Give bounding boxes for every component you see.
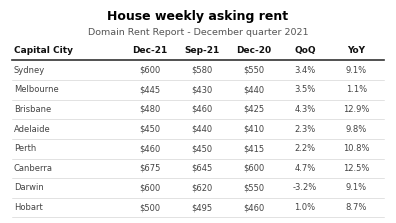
Text: -3.2%: -3.2%: [293, 184, 317, 192]
Text: Dec-20: Dec-20: [236, 46, 271, 55]
Text: $645: $645: [191, 164, 213, 173]
Text: $445: $445: [139, 85, 160, 94]
Text: $500: $500: [139, 203, 160, 212]
Text: 2.2%: 2.2%: [294, 144, 316, 153]
Text: $430: $430: [191, 85, 213, 94]
Text: Brisbane: Brisbane: [14, 105, 51, 114]
Text: $450: $450: [139, 125, 160, 134]
Text: Sep-21: Sep-21: [184, 46, 220, 55]
Text: $415: $415: [243, 144, 264, 153]
Text: Sydney: Sydney: [14, 66, 45, 75]
Text: 9.8%: 9.8%: [346, 125, 367, 134]
Text: 12.5%: 12.5%: [343, 164, 369, 173]
Text: $425: $425: [243, 105, 264, 114]
Text: 12.9%: 12.9%: [343, 105, 369, 114]
Text: 10.8%: 10.8%: [343, 144, 369, 153]
Text: $600: $600: [139, 66, 160, 75]
Text: $580: $580: [191, 66, 213, 75]
Text: Hobart: Hobart: [14, 203, 43, 212]
Text: $440: $440: [191, 125, 213, 134]
Text: Domain Rent Report - December quarter 2021: Domain Rent Report - December quarter 20…: [88, 28, 308, 37]
Text: 1.0%: 1.0%: [294, 203, 316, 212]
Text: $495: $495: [191, 203, 213, 212]
Text: $550: $550: [243, 66, 264, 75]
Text: Capital City: Capital City: [14, 46, 73, 55]
Text: 9.1%: 9.1%: [346, 66, 367, 75]
Text: $480: $480: [139, 105, 160, 114]
Text: 9.1%: 9.1%: [346, 184, 367, 192]
Text: Dec-21: Dec-21: [132, 46, 167, 55]
Text: YoY: YoY: [347, 46, 366, 55]
Text: 1.1%: 1.1%: [346, 85, 367, 94]
Text: QoQ: QoQ: [294, 46, 316, 55]
Text: $410: $410: [243, 125, 264, 134]
Text: $460: $460: [243, 203, 264, 212]
Text: 8.7%: 8.7%: [346, 203, 367, 212]
Text: 4.3%: 4.3%: [294, 105, 316, 114]
Text: Darwin: Darwin: [14, 184, 44, 192]
Text: 4.7%: 4.7%: [294, 164, 316, 173]
Text: Canberra: Canberra: [14, 164, 53, 173]
Text: 3.5%: 3.5%: [294, 85, 316, 94]
Text: $460: $460: [139, 144, 160, 153]
Text: House weekly asking rent: House weekly asking rent: [107, 10, 289, 23]
Text: 2.3%: 2.3%: [294, 125, 316, 134]
Text: $440: $440: [243, 85, 264, 94]
Text: $675: $675: [139, 164, 160, 173]
Text: $450: $450: [191, 144, 213, 153]
Text: $460: $460: [191, 105, 213, 114]
Text: Perth: Perth: [14, 144, 36, 153]
Text: Melbourne: Melbourne: [14, 85, 59, 94]
Text: $550: $550: [243, 184, 264, 192]
Text: $600: $600: [139, 184, 160, 192]
Text: $600: $600: [243, 164, 264, 173]
Text: 3.4%: 3.4%: [294, 66, 316, 75]
Text: Adelaide: Adelaide: [14, 125, 51, 134]
Text: $620: $620: [191, 184, 213, 192]
